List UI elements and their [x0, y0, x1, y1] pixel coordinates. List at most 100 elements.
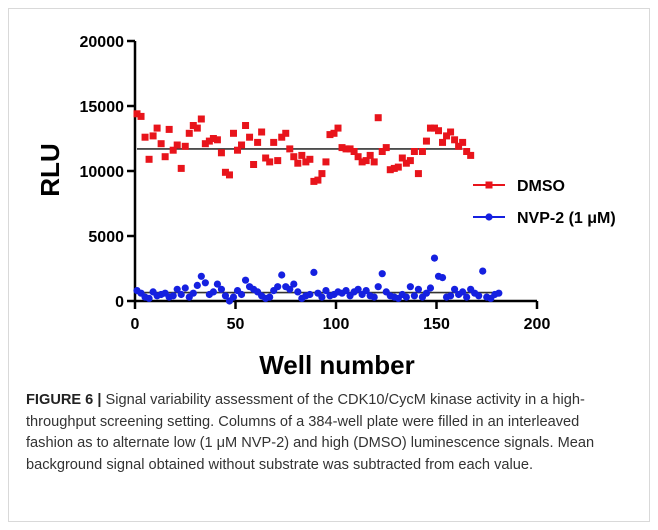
data-point-nvp2	[495, 289, 503, 297]
data-point-dmso	[394, 163, 402, 171]
data-point-dmso	[354, 153, 362, 161]
data-point-dmso	[181, 142, 189, 150]
legend-marker-nvp2	[485, 213, 493, 221]
data-point-dmso	[201, 140, 209, 148]
data-point-nvp2	[241, 276, 250, 284]
y-axis-title: RLU	[35, 143, 65, 196]
data-point-dmso	[422, 137, 430, 145]
data-point-dmso	[334, 124, 342, 132]
data-point-dmso	[165, 125, 173, 133]
data-point-nvp2	[342, 287, 350, 295]
data-point-dmso	[149, 132, 157, 140]
data-point-dmso	[262, 154, 270, 162]
data-point-nvp2	[406, 283, 414, 291]
data-point-dmso	[145, 155, 153, 163]
x-tick-label: 0	[131, 316, 140, 333]
data-point-dmso	[173, 141, 181, 149]
data-point-nvp2	[450, 285, 459, 293]
data-point-dmso	[177, 164, 185, 172]
y-axis: 0 5000 10000 15000 20000	[80, 34, 137, 311]
data-point-dmso	[250, 161, 258, 168]
data-point-dmso	[439, 138, 447, 146]
data-point-nvp2	[438, 274, 447, 282]
data-point-nvp2	[278, 271, 286, 279]
data-point-dmso	[406, 157, 414, 165]
data-point-dmso	[286, 145, 294, 153]
data-point-nvp2	[422, 289, 431, 297]
data-point-nvp2	[310, 268, 318, 276]
data-point-dmso	[330, 129, 338, 137]
data-point-dmso	[455, 142, 463, 150]
data-point-dmso	[242, 122, 250, 129]
legend: DMSO NVP-2 (1 μM)	[473, 178, 616, 227]
data-point-dmso	[221, 168, 229, 176]
data-point-nvp2	[322, 287, 330, 295]
x-tick-label: 150	[423, 316, 450, 333]
data-point-dmso	[390, 164, 398, 172]
data-point-dmso	[435, 127, 443, 135]
data-point-dmso	[451, 136, 459, 144]
data-point-nvp2	[189, 289, 197, 297]
data-point-dmso	[238, 141, 246, 149]
data-point-dmso	[274, 157, 282, 165]
legend-marker-dmso	[485, 181, 493, 189]
data-point-dmso	[225, 171, 233, 179]
data-point-nvp2	[237, 290, 246, 299]
data-point-dmso	[338, 144, 346, 152]
data-point-dmso	[326, 131, 334, 139]
data-point-dmso	[410, 148, 418, 155]
data-point-dmso	[278, 133, 286, 141]
data-point-nvp2	[426, 284, 435, 292]
data-point-dmso	[298, 151, 306, 159]
data-point-nvp2	[414, 285, 423, 293]
data-point-nvp2	[274, 283, 282, 291]
data-point-nvp2	[201, 279, 209, 287]
data-point-dmso	[169, 146, 177, 154]
data-point-dmso	[209, 135, 217, 142]
y-tick-label: 5000	[88, 229, 124, 246]
data-point-dmso	[229, 129, 237, 137]
data-point-nvp2	[197, 272, 205, 280]
figure-label: FIGURE 6 |	[26, 392, 102, 408]
data-point-dmso	[205, 137, 213, 145]
data-point-dmso	[258, 128, 266, 136]
data-point-dmso	[185, 129, 193, 137]
data-point-dmso	[382, 144, 390, 152]
data-point-dmso	[217, 149, 225, 157]
data-point-nvp2	[318, 293, 326, 301]
data-point-dmso	[322, 158, 330, 166]
data-point-nvp2	[290, 280, 298, 288]
data-point-dmso	[350, 148, 358, 155]
data-point-nvp2	[177, 290, 185, 299]
data-point-dmso	[463, 148, 471, 155]
data-point-nvp2	[229, 293, 238, 301]
data-point-dmso	[386, 166, 394, 174]
data-point-nvp2	[169, 292, 177, 300]
data-point-dmso	[153, 124, 161, 132]
data-point-nvp2	[402, 293, 410, 301]
data-point-nvp2	[145, 294, 153, 302]
data-point-dmso	[378, 148, 386, 155]
data-point-dmso	[310, 177, 318, 185]
data-point-dmso	[346, 145, 354, 153]
data-point-dmso	[254, 138, 262, 146]
data-point-dmso	[302, 158, 310, 166]
data-point-dmso	[398, 154, 406, 162]
data-point-dmso	[414, 170, 422, 178]
data-point-nvp2	[378, 270, 386, 278]
data-point-dmso	[362, 157, 370, 165]
data-point-dmso	[358, 158, 366, 166]
data-point-nvp2	[446, 292, 455, 300]
data-point-dmso	[197, 115, 205, 123]
data-point-nvp2	[181, 284, 189, 292]
data-point-nvp2	[354, 285, 362, 293]
data-point-dmso	[318, 170, 326, 178]
data-point-dmso	[402, 159, 410, 167]
data-point-dmso	[314, 176, 322, 184]
data-point-dmso	[189, 122, 197, 129]
data-point-dmso	[374, 114, 382, 122]
data-point-nvp2	[410, 292, 418, 300]
figure-caption: FIGURE 6 | Signal variability assessment…	[26, 390, 626, 476]
data-point-nvp2	[430, 254, 439, 262]
data-point-nvp2	[459, 288, 467, 296]
